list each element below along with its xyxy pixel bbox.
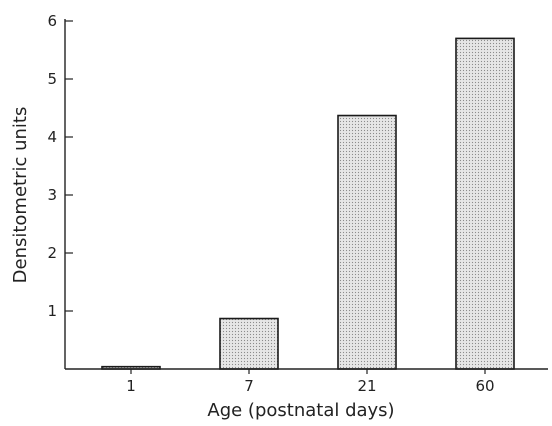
y-tick-label-1: 1 <box>47 302 57 320</box>
y-ticks-group: 1 2 3 4 5 6 <box>47 12 73 320</box>
y-tick-label-5: 5 <box>47 70 57 88</box>
y-tick-label-3: 3 <box>47 186 57 204</box>
bar-day-60 <box>456 38 514 369</box>
y-axis-label: Densitometric units <box>10 107 31 284</box>
y-tick-label-6: 6 <box>47 12 57 30</box>
x-tick-label-7: 7 <box>244 377 254 395</box>
y-tick-label-4: 4 <box>47 128 57 146</box>
bars-group <box>102 38 514 369</box>
x-tick-label-1: 1 <box>126 377 136 395</box>
y-tick-label-2: 2 <box>47 244 57 262</box>
x-tick-label-21: 21 <box>357 377 376 395</box>
x-ticks-group: 1 7 21 60 <box>126 369 494 395</box>
bar-day-7 <box>220 319 278 369</box>
x-axis-label: Age (postnatal days) <box>207 400 394 421</box>
x-tick-label-60: 60 <box>475 377 494 395</box>
bar-day-21 <box>338 116 396 369</box>
